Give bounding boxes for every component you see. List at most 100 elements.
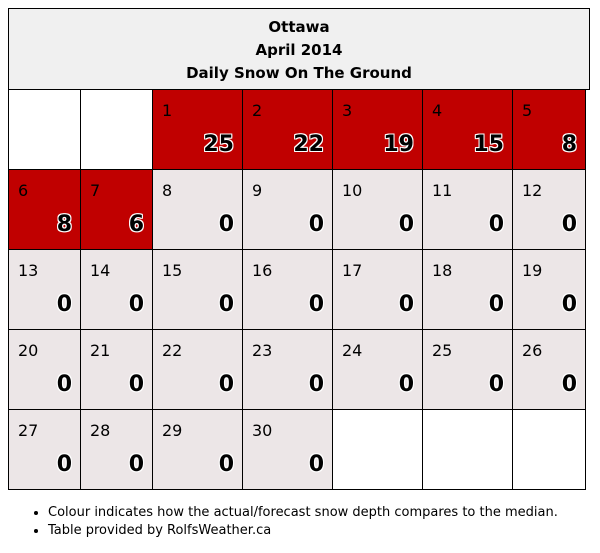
month-title: April 2014 [255,41,343,59]
day-number: 17 [342,261,363,280]
snow-depth-value: 0 [218,372,234,397]
day-number: 6 [18,181,29,200]
calendar-cell-empty [333,410,423,490]
calendar-day-cell: 3 19 [333,90,423,170]
calendar-day-cell: 24 0 [333,330,423,410]
calendar-day-cell: 22 0 [153,330,243,410]
snow-depth-value: 0 [218,452,234,477]
calendar-day-cell: 1 25 [153,90,243,170]
day-number: 18 [432,261,453,280]
snow-depth-value: 0 [128,452,144,477]
snow-depth-value: 0 [218,292,234,317]
calendar-day-cell: 15 0 [153,250,243,330]
calendar-day-cell: 2 22 [243,90,333,170]
snow-depth-value: 0 [488,372,504,397]
snow-depth-value: 0 [561,372,577,397]
calendar-day-cell: 28 0 [81,410,153,490]
day-number: 27 [18,421,39,440]
calendar-day-cell: 11 0 [423,170,513,250]
day-number: 10 [342,181,363,200]
calendar-day-cell: 21 0 [81,330,153,410]
city-title: Ottawa [268,18,330,36]
day-number: 23 [252,341,273,360]
calendar-day-cell: 4 15 [423,90,513,170]
note-colour-legend: Colour indicates how the actual/forecast… [48,504,558,522]
day-number: 25 [432,341,453,360]
day-number: 7 [90,181,101,200]
day-number: 1 [162,101,173,120]
snow-depth-value: 0 [398,212,414,237]
day-number: 28 [90,421,111,440]
calendar-title: Daily Snow On The Ground [186,64,412,82]
snow-depth-value: 0 [56,292,72,317]
calendar-day-cell: 20 0 [9,330,81,410]
calendar-cell-empty [513,410,586,490]
calendar-day-cell: 16 0 [243,250,333,330]
snow-depth-value: 0 [561,212,577,237]
day-number: 9 [252,181,263,200]
day-number: 16 [252,261,273,280]
calendar-day-cell: 14 0 [81,250,153,330]
day-number: 8 [162,181,173,200]
snow-depth-value: 8 [56,212,72,237]
snow-depth-value: 0 [56,372,72,397]
calendar-day-cell: 13 0 [9,250,81,330]
snow-depth-value: 0 [218,212,234,237]
day-number: 24 [342,341,363,360]
snow-depth-value: 0 [308,292,324,317]
snow-depth-value: 0 [488,212,504,237]
calendar-header: Ottawa April 2014 Daily Snow On The Grou… [8,8,590,90]
calendar-day-cell: 10 0 [333,170,423,250]
calendar-day-cell: 23 0 [243,330,333,410]
snow-depth-value: 19 [383,132,414,157]
calendar-grid: 1 25 2 22 3 19 4 15 5 8 6 8 7 6 8 0 9 0 10 0 11 0 12 0 13 0 14 0 15 0… [8,90,592,490]
day-number: 12 [522,181,543,200]
snow-depth-value: 8 [561,132,577,157]
day-number: 26 [522,341,543,360]
day-number: 11 [432,181,453,200]
day-number: 5 [522,101,533,120]
calendar-day-cell: 18 0 [423,250,513,330]
snow-depth-value: 0 [308,212,324,237]
day-number: 21 [90,341,111,360]
snow-depth-value: 0 [128,292,144,317]
day-number: 19 [522,261,543,280]
snow-depth-value: 22 [293,132,324,157]
calendar-day-cell: 12 0 [513,170,586,250]
snow-depth-value: 15 [473,132,504,157]
day-number: 4 [432,101,443,120]
calendar-day-cell: 26 0 [513,330,586,410]
calendar-day-cell: 27 0 [9,410,81,490]
snow-calendar-table: Ottawa April 2014 Daily Snow On The Grou… [8,8,592,490]
notes-list: Colour indicates how the actual/forecast… [28,504,558,540]
calendar-day-cell: 17 0 [333,250,423,330]
snow-depth-value: 0 [561,292,577,317]
day-number: 15 [162,261,183,280]
snow-depth-value: 0 [308,452,324,477]
day-number: 2 [252,101,263,120]
calendar-cell-empty [81,90,153,170]
snow-depth-value: 0 [488,292,504,317]
snow-depth-value: 25 [203,132,234,157]
snow-depth-value: 0 [128,372,144,397]
calendar-day-cell: 25 0 [423,330,513,410]
day-number: 30 [252,421,273,440]
calendar-cell-empty [9,90,81,170]
calendar-day-cell: 30 0 [243,410,333,490]
day-number: 29 [162,421,183,440]
day-number: 14 [90,261,111,280]
day-number: 13 [18,261,39,280]
calendar-day-cell: 29 0 [153,410,243,490]
day-number: 22 [162,341,183,360]
snow-depth-value: 0 [56,452,72,477]
snow-depth-value: 0 [398,372,414,397]
day-number: 20 [18,341,39,360]
note-credit: Table provided by RolfsWeather.ca [48,522,558,540]
snow-depth-value: 0 [308,372,324,397]
calendar-day-cell: 19 0 [513,250,586,330]
